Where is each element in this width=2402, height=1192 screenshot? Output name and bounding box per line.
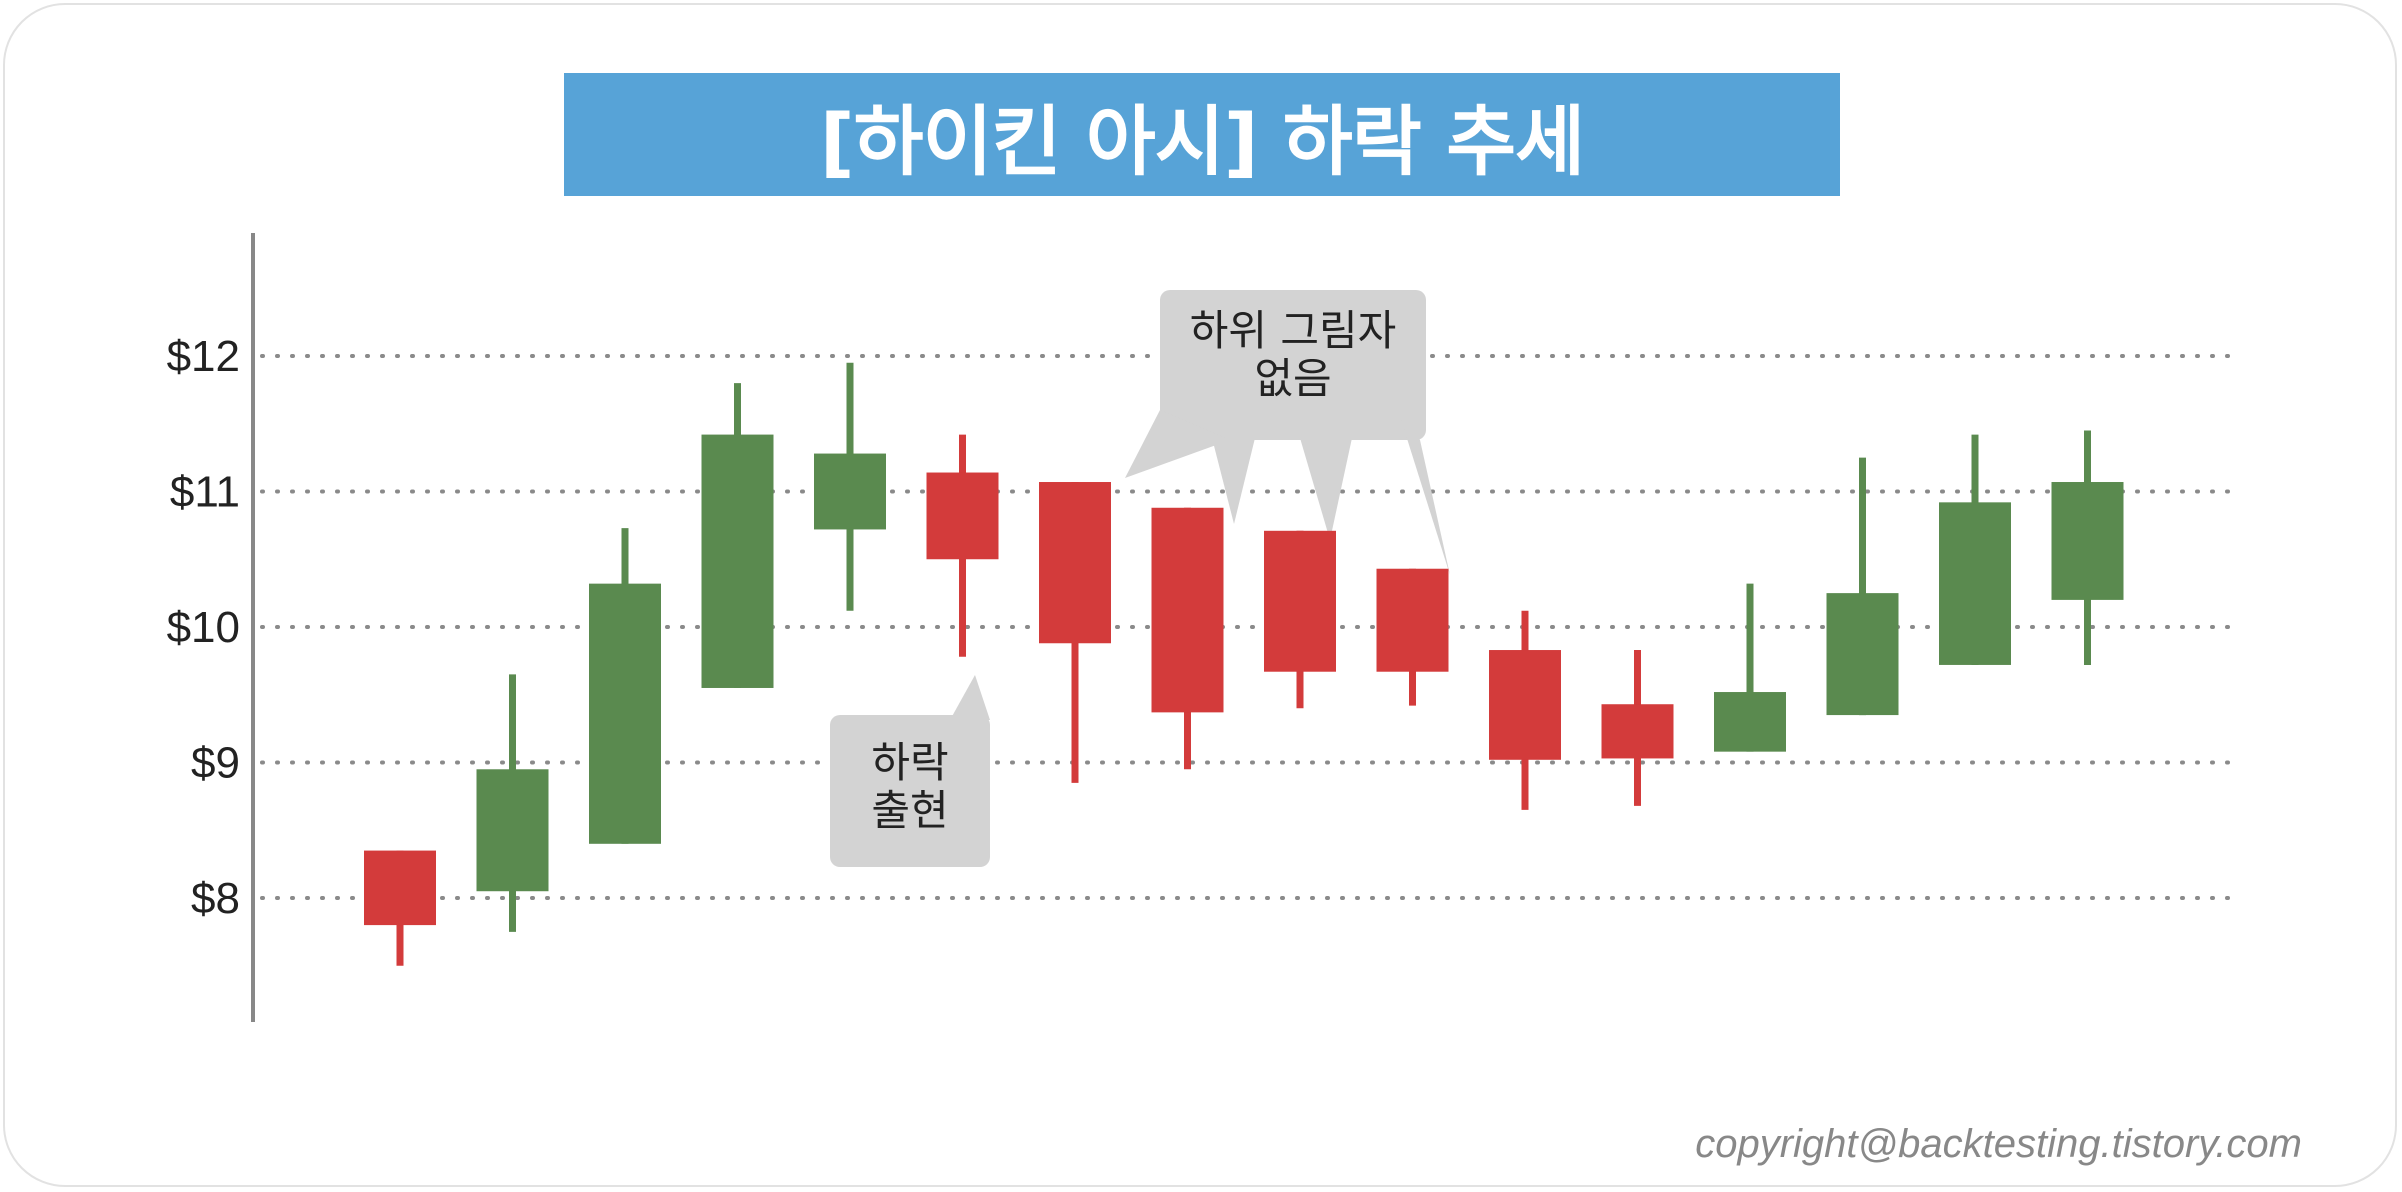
candle-bearish	[1264, 530, 1336, 709]
candle-body	[701, 434, 774, 688]
candle-body	[1039, 482, 1111, 644]
candle-bearish	[1376, 568, 1449, 706]
candle-body	[476, 769, 549, 892]
candle-body	[926, 472, 999, 560]
copyright-text: copyright@backtesting.tistory.com	[1695, 1122, 2302, 1166]
candle-body	[1489, 650, 1561, 760]
candle-bullish	[701, 383, 774, 688]
y-tick-label: $9	[191, 739, 240, 788]
y-tick-label: $12	[167, 332, 240, 381]
candle-bullish	[2051, 430, 2124, 665]
candle-body	[1826, 593, 1899, 716]
callout-text: 없음	[1254, 354, 1331, 403]
candle-body	[1939, 502, 2011, 665]
candle-body	[1264, 530, 1336, 672]
candles	[364, 362, 2124, 966]
candle-body	[2051, 482, 2124, 600]
callout-box-no-lower-shadow	[1160, 290, 1426, 440]
y-tick-label: $11	[170, 468, 240, 517]
title-banner: [하이킨 아시] 하락 추세	[564, 73, 1840, 196]
callout-text: 하락	[871, 738, 948, 787]
candle-body	[1151, 507, 1224, 713]
candle-bullish	[589, 528, 661, 844]
callout-pointer	[1300, 438, 1352, 540]
callout-pointer	[1125, 410, 1230, 478]
candle-bearish	[1489, 610, 1561, 810]
candle-bearish	[364, 850, 436, 966]
callout-box-bearish-appearance	[830, 715, 990, 867]
candle-body	[1714, 692, 1786, 752]
y-tick-label: $8	[191, 874, 240, 923]
candle-bearish	[926, 434, 999, 657]
candle-body	[1376, 568, 1449, 672]
chart-title: [하이킨 아시] 하락 추세	[819, 96, 1585, 186]
y-tick-label: $10	[167, 603, 240, 652]
candle-bullish	[1714, 583, 1786, 752]
y-axis-ticks: $8 $9 $10 $11 $12	[167, 332, 240, 923]
candle-bearish	[1039, 482, 1111, 783]
callout-pointer	[1398, 410, 1450, 575]
callout-pointer	[950, 675, 990, 720]
callout-pointer	[1212, 438, 1255, 524]
candle-bearish	[1151, 507, 1224, 770]
candle-body	[814, 453, 886, 530]
candle-bearish	[1601, 650, 1674, 806]
candle-bullish	[814, 362, 886, 611]
candle-body	[364, 850, 436, 926]
candle-body	[589, 583, 661, 844]
candle-bullish	[476, 674, 549, 932]
callout-text: 하위 그림자	[1190, 306, 1397, 355]
callout-text: 출현	[871, 786, 948, 835]
candle-bullish	[1939, 434, 2011, 665]
candle-body	[1601, 704, 1674, 759]
candle-bullish	[1826, 457, 1899, 716]
